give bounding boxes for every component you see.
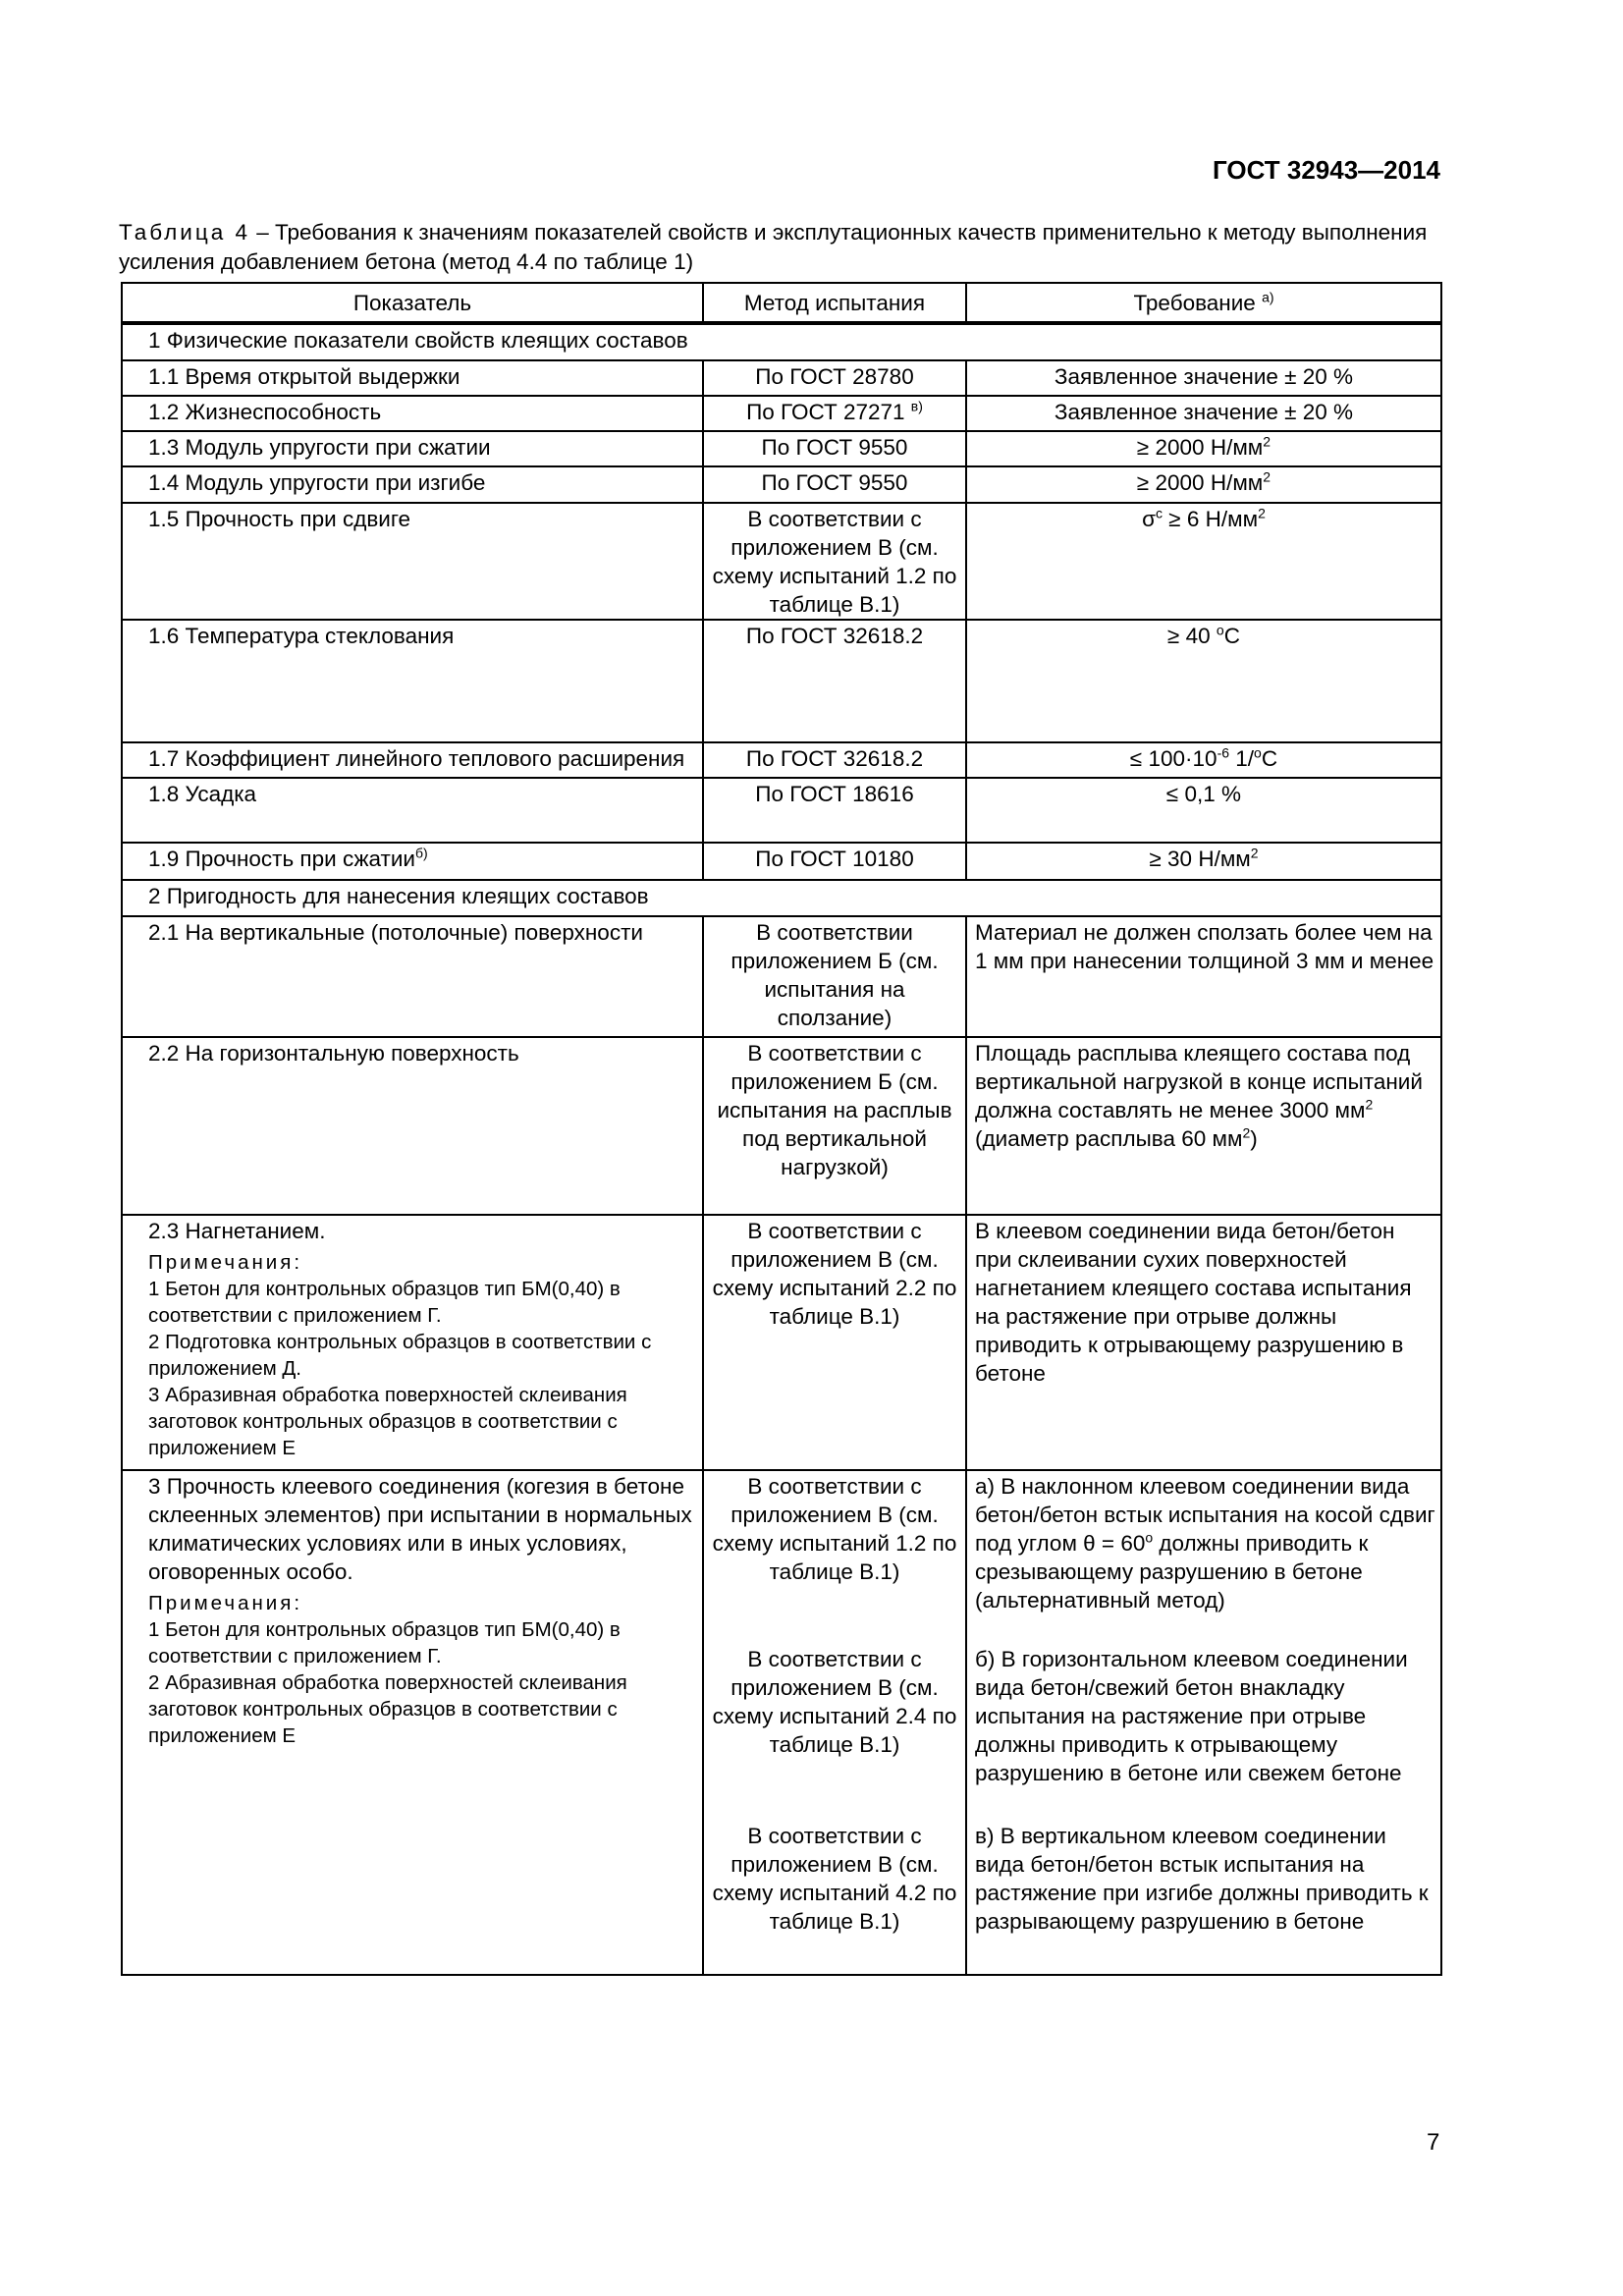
indicator-cell: 1.7 Коэффициент линейного теплового расш…: [121, 741, 704, 779]
requirement-cell: ≤ 0,1 %: [965, 777, 1442, 844]
requirement-cell: Заявленное значение ± 20 %: [965, 395, 1442, 432]
table-caption: Таблица 4 – Требования к значениям показ…: [119, 220, 1428, 274]
indicator-cell: 1.4 Модуль упругости при изгибе: [121, 465, 704, 504]
method-cell: По ГОСТ 18616: [702, 777, 967, 844]
section-heading: 2 Пригодность для нанесения клеящих сост…: [121, 879, 1442, 917]
table-row: 1.4 Модуль упругости при изгибе По ГОСТ …: [121, 465, 1442, 504]
table-row: 2.1 На вертикальные (потолочные) поверхн…: [121, 915, 1442, 1038]
table-row: 1.6 Температура стеклования По ГОСТ 3261…: [121, 619, 1442, 743]
requirement-cell: ≥ 30 Н/мм2: [965, 842, 1442, 881]
method-cell: По ГОСТ 32618.2: [702, 619, 967, 743]
requirement-cell: Заявленное значение ± 20 %: [965, 359, 1442, 397]
requirement-cell: ≥ 40 oC: [965, 619, 1442, 743]
table-row: 1.1 Время открытой выдержки По ГОСТ 2878…: [121, 359, 1442, 397]
table-row: 1.7 Коэффициент линейного теплового расш…: [121, 741, 1442, 779]
table-row: 2.3 Нагнетанием. Примечания: 1 Бетон для …: [121, 1214, 1442, 1471]
page-number: 7: [1427, 2129, 1440, 2156]
method-cell: По ГОСТ 27271 в): [702, 395, 967, 432]
method-cell: По ГОСТ 10180: [702, 842, 967, 881]
method-cell: По ГОСТ 28780: [702, 359, 967, 397]
requirements-table: Показатель Метод испытания Требование а)…: [121, 282, 1442, 1976]
table-row: 1.9 Прочность при сжатииб) По ГОСТ 10180…: [121, 842, 1442, 881]
table-row: 3 Прочность клеевого соединения (когезия…: [121, 1469, 1442, 1976]
table-header-row: Показатель Метод испытания Требование а): [121, 282, 1442, 325]
indicator-cell: 1.8 Усадка: [121, 777, 704, 844]
col-header: Метод испытания: [702, 282, 967, 325]
method-cell: По ГОСТ 9550: [702, 430, 967, 467]
col-header: Показатель: [121, 282, 704, 325]
section-heading: 1 Физические показатели свойств клеящих …: [121, 322, 1442, 361]
table-row: 1.5 Прочность при сдвиге В соответствии …: [121, 502, 1442, 621]
method-cell: По ГОСТ 9550: [702, 465, 967, 504]
table-row: 2.2 На горизонтальную поверхность В соот…: [121, 1036, 1442, 1216]
requirement-cell: ≥ 2000 Н/мм2: [965, 465, 1442, 504]
method-cell: В соответствии с приложением В (см. схем…: [702, 502, 967, 621]
table-row: 1.2 Жизнеспособность По ГОСТ 27271 в) За…: [121, 395, 1442, 432]
method-cell: По ГОСТ 32618.2: [702, 741, 967, 779]
indicator-cell: 1.5 Прочность при сдвиге: [121, 502, 704, 621]
table-row: 1.3 Модуль упругости при сжатии По ГОСТ …: [121, 430, 1442, 467]
indicator-cell: 1.1 Время открытой выдержки: [121, 359, 704, 397]
requirement-cell: ≤ 100·10-6 1/oC: [965, 741, 1442, 779]
indicator-cell: 1.9 Прочность при сжатииб): [121, 842, 704, 881]
table-row: 1.8 Усадка По ГОСТ 18616 ≤ 0,1 %: [121, 777, 1442, 844]
requirement-cell: ≥ 2000 Н/мм2: [965, 430, 1442, 467]
requirement-cell: σc ≥ 6 Н/мм2: [965, 502, 1442, 621]
indicator-cell: 1.6 Температура стеклования: [121, 619, 704, 743]
col-header: Требование а): [965, 282, 1442, 325]
indicator-cell: 1.3 Модуль упругости при сжатии: [121, 430, 704, 467]
document-id: ГОСТ 32943—2014: [1213, 155, 1440, 185]
indicator-cell: 1.2 Жизнеспособность: [121, 395, 704, 432]
